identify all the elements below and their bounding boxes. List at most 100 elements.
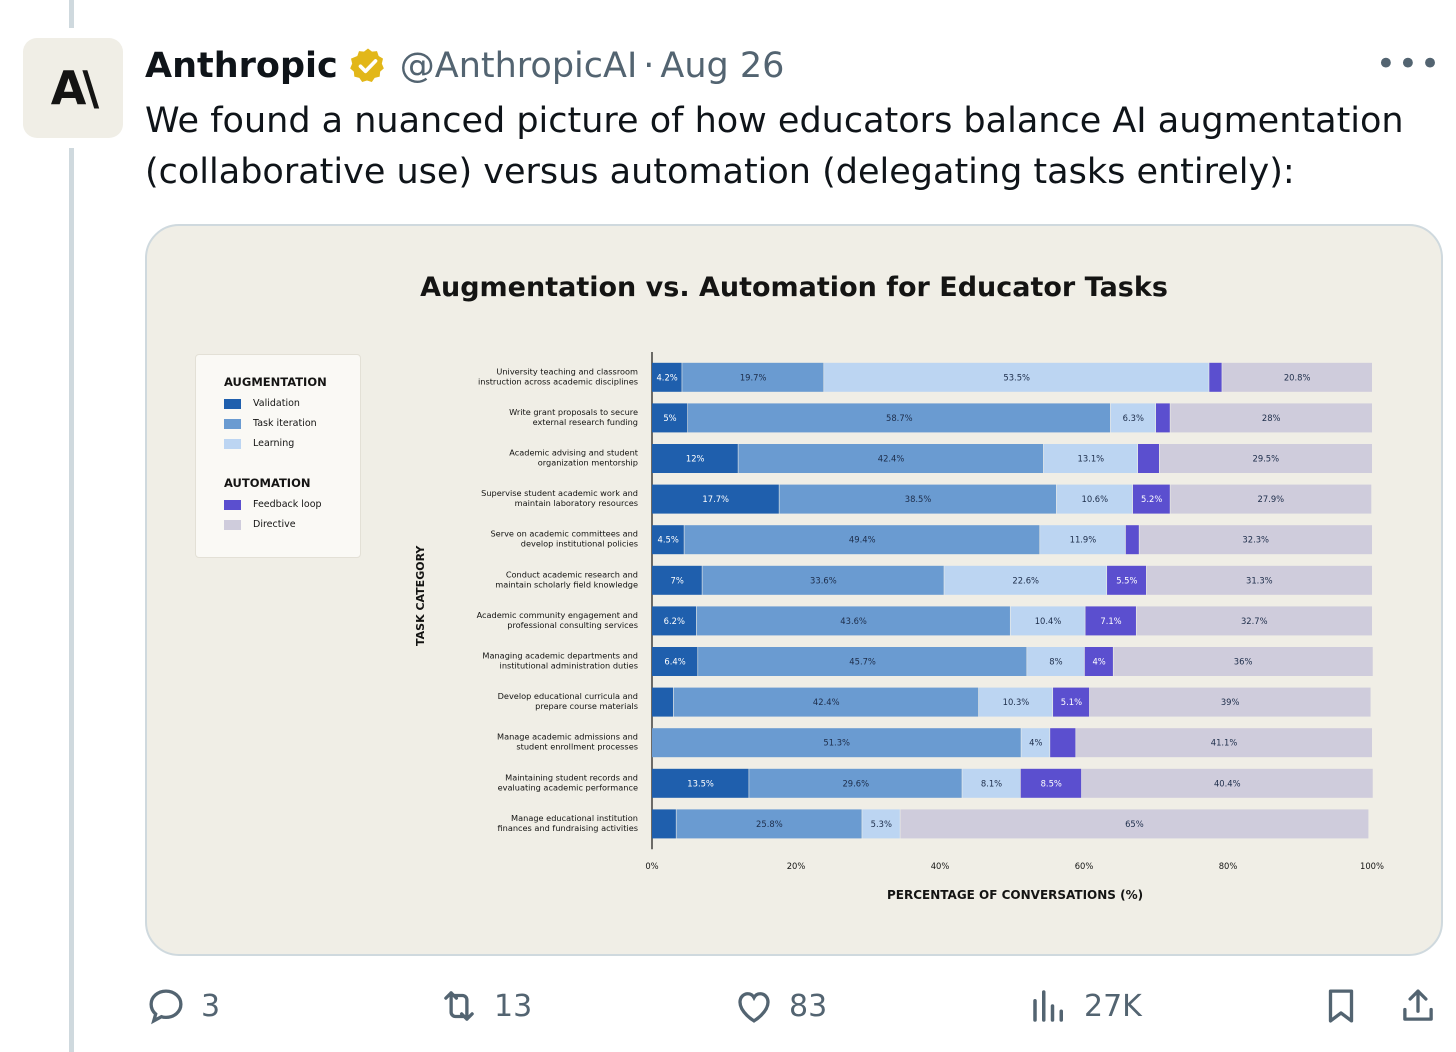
- author-handle[interactable]: @AnthropicAI: [399, 46, 638, 86]
- heart-icon: [738, 992, 770, 1023]
- data-label: 5.1%: [1061, 697, 1082, 707]
- bar-segment-task-iteration: [684, 525, 1040, 555]
- data-label: 20.8%: [1284, 372, 1311, 382]
- bar-segment-learning: [1027, 647, 1085, 676]
- author-name[interactable]: Anthropic: [145, 46, 338, 86]
- bar-segment-directive: [1139, 525, 1372, 555]
- data-label: 11.9%: [1070, 535, 1097, 545]
- bar-segment-feedback-loop: [1156, 403, 1170, 433]
- category-label: Conduct academic research and: [506, 569, 638, 579]
- retweet-button[interactable]: 13: [438, 985, 532, 1027]
- reply-button[interactable]: 3: [145, 985, 220, 1027]
- bar-segment-feedback-loop: [1020, 768, 1082, 798]
- data-label: 13.5%: [687, 778, 714, 788]
- category-label: Academic community engagement and: [477, 610, 638, 620]
- chart-image-card[interactable]: Augmentation vs. Automation for Educator…: [145, 224, 1443, 956]
- category-label: evaluating academic performance: [498, 782, 638, 792]
- bookmark-button[interactable]: [1320, 985, 1362, 1027]
- category-label: Manage academic admissions and: [497, 732, 638, 742]
- data-label: 6.4%: [664, 657, 685, 667]
- x-tick-label: 60%: [1075, 861, 1094, 871]
- thread-line-top: [69, 0, 74, 28]
- separator: ·: [643, 46, 655, 86]
- bar-segment-directive: [1146, 565, 1372, 595]
- chart-plot: University teaching and classroominstruc…: [477, 352, 1384, 871]
- category-label: Develop educational curricula and: [498, 691, 638, 701]
- bar-segment-feedback-loop: [1132, 484, 1170, 514]
- data-label: 4%: [1029, 738, 1042, 748]
- verified-badge-icon[interactable]: [348, 46, 388, 86]
- data-label: 29.6%: [842, 778, 869, 788]
- category-label: maintain scholarly field knowledge: [495, 579, 638, 589]
- data-label: 38.5%: [905, 494, 932, 504]
- bar-segment-directive: [1081, 768, 1373, 798]
- bar-segment-directive: [1222, 362, 1372, 392]
- category-label: Supervise student academic work and: [481, 488, 638, 498]
- data-label: 42.4%: [813, 697, 840, 707]
- legend-item-validation: Validation: [224, 398, 300, 409]
- share-button[interactable]: [1397, 985, 1439, 1027]
- tweet-date[interactable]: Aug 26: [660, 46, 785, 86]
- bar-segment-learning: [1040, 525, 1126, 555]
- data-label: 32.3%: [1242, 535, 1269, 545]
- bar-segment-task-iteration: [676, 809, 862, 839]
- tweet-text-line-1: We found a nuanced picture of how educat…: [145, 101, 1404, 141]
- bar-segment-validation: [652, 647, 698, 676]
- data-label: 5%: [663, 413, 676, 423]
- data-label: 10.4%: [1035, 616, 1062, 626]
- legend-swatch-feedback-loop: [224, 499, 241, 510]
- category-label: University teaching and classroom: [496, 366, 638, 376]
- category-label: maintain laboratory resources: [515, 498, 638, 508]
- tweet-text-line-2: (collaborative use) versus automation (d…: [145, 152, 1295, 192]
- data-label: 6.2%: [664, 616, 685, 626]
- data-label: 42.4%: [878, 454, 905, 464]
- x-tick-label: 100%: [1360, 861, 1384, 871]
- data-label: 17.7%: [702, 494, 729, 504]
- views-button[interactable]: 27K: [1028, 985, 1142, 1027]
- bar-segment-directive: [1170, 403, 1372, 433]
- category-label: Write grant proposals to secure: [509, 407, 638, 417]
- data-label: 22.6%: [1012, 575, 1039, 585]
- bar-segment-task-iteration: [652, 728, 1021, 758]
- legend-item-learning: Learning: [224, 438, 294, 449]
- category-label: Serve on academic committees and: [490, 529, 638, 539]
- data-label: 13.1%: [1078, 454, 1105, 464]
- x-tick-label: 20%: [787, 861, 806, 871]
- data-label: 8.5%: [1041, 778, 1062, 788]
- bar-segment-learning: [1010, 606, 1085, 636]
- bar-segment-feedback-loop: [1125, 525, 1139, 555]
- bar-segment-validation: [652, 362, 682, 392]
- data-label: 10.6%: [1081, 494, 1108, 504]
- reply-count: 3: [201, 988, 221, 1024]
- like-button[interactable]: 83: [733, 985, 827, 1027]
- avatar[interactable]: A\: [23, 38, 123, 138]
- bar-segment-validation: [652, 565, 702, 595]
- category-label: Maintaining student records and: [505, 772, 638, 782]
- x-tick-label: 40%: [931, 861, 950, 871]
- bar-segment-task-iteration: [702, 565, 944, 595]
- bar-segment-learning: [1021, 728, 1050, 758]
- analytics-icon: [1033, 990, 1063, 1022]
- data-label: 25.8%: [756, 819, 783, 829]
- avatar-logo: A\: [50, 61, 99, 115]
- data-label: 40.4%: [1214, 778, 1241, 788]
- category-label: institutional administration duties: [500, 661, 638, 671]
- legend-automation-title: AUTOMATION: [224, 476, 311, 490]
- bar-segment-directive: [1170, 484, 1372, 514]
- data-label: 10.3%: [1003, 697, 1030, 707]
- thread-line: [69, 148, 74, 1052]
- data-label: 41.1%: [1211, 738, 1238, 748]
- category-label: instruction across academic disciplines: [478, 376, 638, 386]
- legend-item-feedback-loop: Feedback loop: [224, 499, 322, 510]
- more-options-icon[interactable]: •••: [1375, 44, 1442, 84]
- bar-segment-feedback-loop: [1053, 687, 1090, 717]
- bar-segment-validation: [652, 525, 684, 555]
- data-label: 49.4%: [849, 535, 876, 545]
- bar-segment-feedback-loop: [1084, 647, 1113, 676]
- data-label: 8%: [1049, 657, 1062, 667]
- data-label: 29.5%: [1252, 454, 1279, 464]
- bar-segment-validation: [652, 809, 676, 839]
- bar-segment-directive: [1136, 606, 1372, 636]
- chart-legend: AUGMENTATION Validation Task iteration L…: [195, 354, 361, 558]
- bar-segment-validation: [652, 484, 779, 514]
